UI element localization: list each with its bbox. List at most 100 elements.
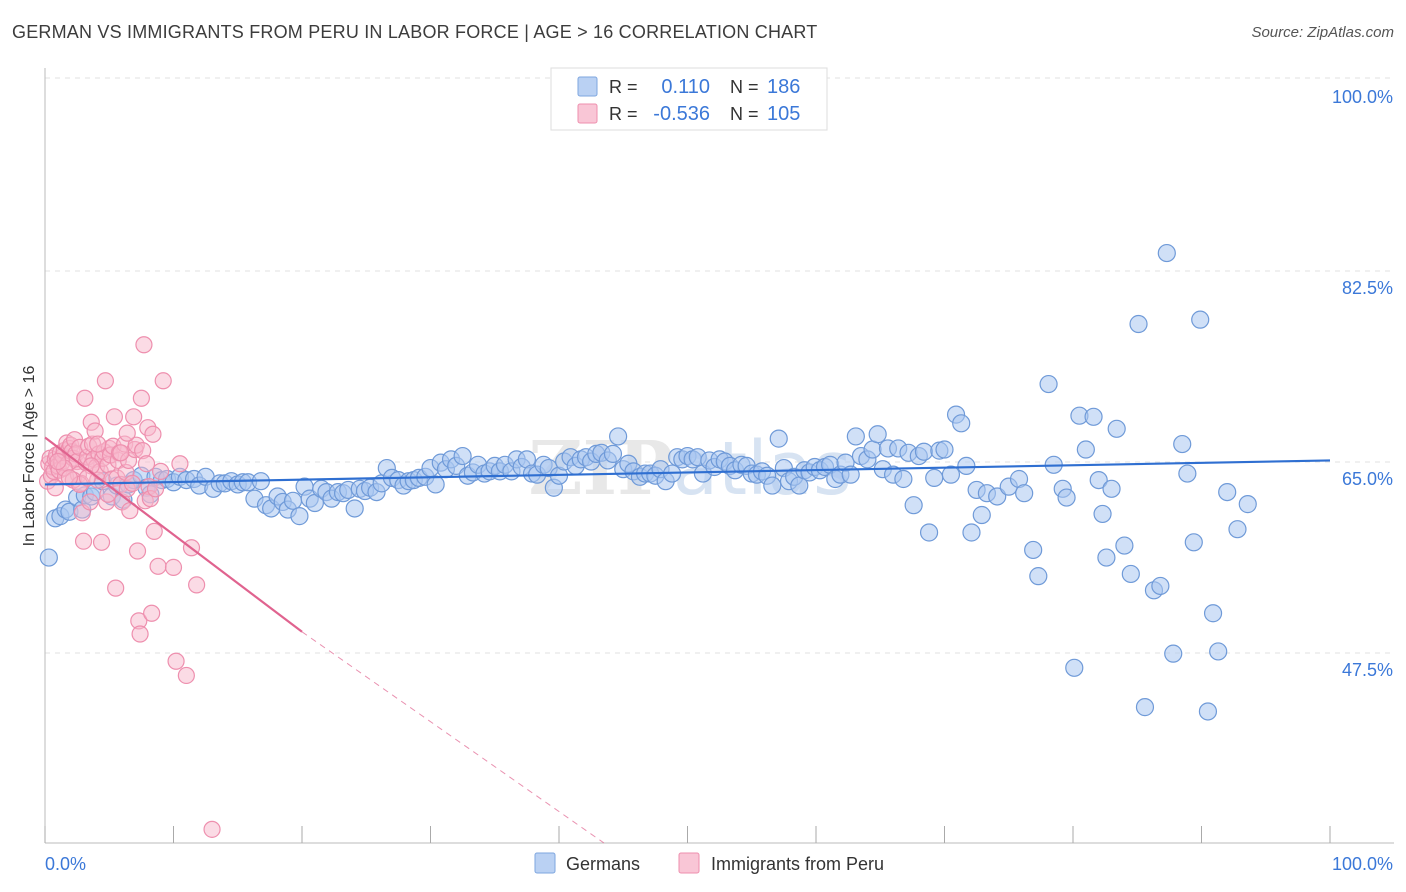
germans-point (935, 440, 954, 459)
y-tick-label: 65.0% (1342, 469, 1393, 489)
peru-point (152, 462, 170, 480)
y-tick-label: 47.5% (1342, 660, 1393, 680)
germans-point (763, 476, 782, 495)
stats-r-value-germans: 0.110 (661, 76, 710, 98)
peru-points (38, 336, 221, 838)
germans-point (972, 505, 991, 525)
chart-source: Source: ZipAtlas.com (1251, 24, 1394, 41)
stats-n-label-germans: N = (730, 77, 759, 97)
stats-r-label-germans: R = (609, 77, 638, 97)
stats-r-label-peru: R = (609, 104, 638, 124)
y-tick-labels: 47.5% 65.0% 82.5% 100.0% (1332, 87, 1393, 680)
peru-point (96, 372, 114, 390)
stats-n-value-germans: 186 (767, 76, 800, 98)
peru-trend-extension (301, 631, 605, 844)
peru-point (128, 542, 147, 560)
germans-point (1115, 536, 1134, 555)
germans-point (1164, 644, 1183, 663)
peru-point (131, 625, 149, 643)
germans-point (925, 468, 944, 488)
germans-point (1228, 520, 1247, 539)
germans-point (1184, 533, 1203, 552)
germans-point (1093, 504, 1112, 524)
stats-swatch-peru (577, 103, 598, 124)
germans-point (1178, 464, 1197, 483)
peru-point (167, 652, 185, 670)
x-tick-labels: 0.0% 100.0% (45, 854, 1393, 874)
legend-label-germans: Germans (566, 854, 640, 874)
germans-point (1089, 470, 1108, 490)
peru-point (89, 435, 107, 453)
germans-point (1029, 567, 1048, 586)
y-tick-label: 100.0% (1332, 87, 1393, 107)
germans-point (863, 440, 882, 459)
series-legend: Germans Immigrants from Peru (534, 852, 884, 874)
germans-point (1198, 702, 1218, 721)
x-tick-label: 0.0% (45, 854, 86, 874)
germans-point (1039, 374, 1058, 394)
germans-point (1084, 407, 1103, 426)
germans-point (1157, 243, 1176, 263)
germans-point (426, 475, 445, 494)
legend-swatch-peru (678, 852, 700, 874)
chart-title: GERMAN VS IMMIGRANTS FROM PERU IN LABOR … (12, 22, 818, 42)
germans-point (1135, 698, 1155, 717)
peru-point (81, 493, 99, 511)
germans-point (345, 499, 364, 518)
germans-point (941, 465, 961, 484)
germans-points (39, 243, 1257, 721)
germans-point (1065, 658, 1084, 677)
peru-point (74, 532, 93, 550)
peru-point (46, 479, 64, 497)
x-tick-label: 100.0% (1332, 854, 1393, 874)
peru-point (164, 558, 183, 577)
peru-point (146, 480, 165, 498)
peru-point (203, 820, 221, 838)
germans-point (1129, 314, 1148, 334)
germans-point (283, 491, 303, 510)
germans-point (1057, 488, 1076, 507)
peru-point (154, 372, 172, 390)
peru-point (105, 408, 123, 426)
germans-point (957, 456, 976, 476)
peru-point (118, 424, 136, 442)
peru-point (76, 389, 94, 407)
germans-point (1191, 310, 1210, 329)
germans-point (1151, 576, 1170, 596)
stats-legend: R = 0.110 N = 186 R = -0.536 N = 105 (550, 67, 828, 131)
peru-point (92, 533, 111, 551)
germans-point (1203, 604, 1223, 623)
germans-point (1076, 440, 1095, 459)
germans-point (1209, 642, 1228, 661)
peru-point (171, 455, 189, 473)
stats-r-value-peru: -0.536 (653, 103, 710, 125)
legend-swatch-germans (534, 852, 556, 874)
germans-point (904, 496, 923, 515)
grid (45, 77, 1394, 654)
germans-point (868, 425, 887, 444)
germans-point (1102, 479, 1121, 498)
stats-n-label-peru: N = (730, 104, 759, 124)
peru-point (188, 576, 206, 594)
germans-point (453, 446, 472, 466)
germans-point (603, 444, 623, 463)
germans-point (894, 469, 913, 489)
peru-point (143, 604, 161, 622)
peru-point (125, 408, 143, 426)
germans-point (1218, 482, 1237, 502)
peru-point (112, 444, 130, 462)
peru-point (177, 666, 195, 685)
peru-point (137, 455, 156, 473)
germans-trend-line (44, 459, 1331, 486)
legend-label-peru: Immigrants from Peru (711, 854, 884, 874)
germans-point (919, 523, 939, 542)
germans-point (39, 548, 58, 567)
germans-point (1107, 419, 1126, 438)
germans-point (988, 487, 1007, 506)
germans-point (1015, 484, 1034, 503)
peru-point (132, 389, 150, 407)
peru-point (107, 579, 125, 597)
peru-point (144, 425, 162, 443)
germans-point (609, 427, 628, 446)
